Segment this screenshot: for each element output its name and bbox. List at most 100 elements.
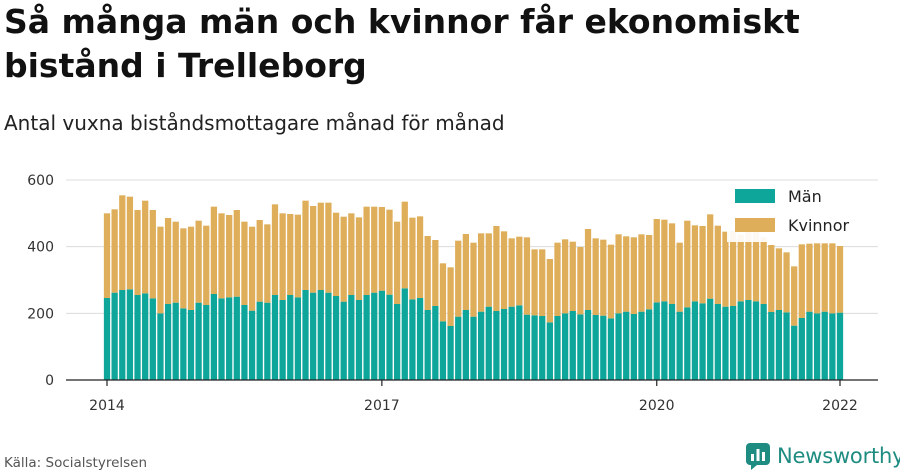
bar-kvinnor (813, 243, 821, 314)
bar-man (119, 290, 126, 380)
bar-kvinnor (218, 213, 225, 299)
bar-man (798, 318, 805, 380)
bar-man (699, 303, 706, 380)
bar-kvinnor (416, 216, 424, 298)
bar-man (783, 312, 790, 380)
bar-kvinnor (187, 226, 195, 310)
bar-man (813, 313, 821, 380)
bar-kvinnor (409, 217, 416, 300)
brand-name: Newsworthy (777, 444, 900, 468)
bar-series (103, 195, 844, 380)
bar-man (294, 297, 302, 380)
bar-man (737, 301, 744, 380)
bar-kvinnor (172, 221, 179, 303)
bar-kvinnor (783, 252, 790, 313)
bar-kvinnor (149, 210, 156, 299)
bar-man (653, 302, 660, 380)
bar-kvinnor (203, 225, 210, 305)
bar-man (684, 307, 691, 380)
bar-man (363, 295, 370, 380)
bar-kvinnor (752, 219, 760, 302)
bar-kvinnor (317, 202, 324, 290)
bar-kvinnor (722, 231, 729, 307)
bar-man (829, 313, 836, 380)
bar-man (462, 310, 469, 380)
y-tick-label: 0 (45, 373, 54, 389)
bar-kvinnor (394, 221, 401, 304)
legend-label: Män (788, 187, 822, 206)
bar-man (691, 301, 699, 380)
bar-kvinnor (600, 239, 607, 316)
bar-man (539, 316, 546, 380)
bar-man (348, 295, 355, 380)
bar-man (317, 290, 324, 380)
bar-man (103, 298, 111, 380)
bar-man (203, 305, 210, 380)
bar-man (332, 296, 340, 380)
bar-kvinnor (355, 217, 363, 300)
bar-man (638, 311, 645, 380)
bar-man (508, 306, 515, 380)
chart-title: Så många män och kvinnor får ekonomiskt … (4, 2, 800, 85)
bar-kvinnor (241, 221, 248, 305)
x-tick-label: 2022 (822, 398, 858, 414)
bar-kvinnor (332, 212, 340, 296)
bar-man (584, 310, 592, 380)
y-tick-label: 600 (27, 173, 54, 189)
bar-kvinnor (455, 240, 462, 317)
bar-kvinnor (516, 236, 523, 306)
bar-man (516, 305, 523, 380)
bar-kvinnor (485, 233, 492, 307)
bar-kvinnor (142, 200, 149, 294)
bar-kvinnor (630, 237, 637, 314)
bar-kvinnor (371, 206, 378, 293)
bar-kvinnor (279, 213, 286, 300)
bar-man (722, 306, 729, 380)
bar-man (210, 294, 218, 380)
bar-kvinnor (119, 195, 126, 290)
bar-kvinnor (707, 214, 714, 299)
bar-man (592, 315, 599, 380)
bar-kvinnor (569, 241, 576, 311)
bar-kvinnor (684, 220, 691, 308)
bar-man (149, 298, 156, 380)
bar-man (836, 312, 844, 380)
bar-kvinnor (691, 225, 699, 302)
bar-kvinnor (714, 225, 721, 304)
bar-kvinnor (462, 234, 469, 310)
brand-logo[interactable]: Newsworthy (745, 441, 900, 471)
bar-kvinnor (829, 243, 836, 314)
bar-kvinnor (760, 237, 767, 304)
bar-man (164, 304, 172, 380)
bar-man (172, 302, 179, 380)
bar-man (760, 304, 767, 380)
bar-kvinnor (523, 237, 531, 315)
bar-kvinnor (546, 259, 553, 323)
bar-kvinnor (661, 219, 668, 302)
bar-man (623, 311, 630, 380)
bar-man (409, 299, 416, 380)
bar-man (310, 292, 317, 380)
bar-man (569, 311, 576, 380)
bar-kvinnor (248, 226, 256, 311)
bar-man (401, 288, 408, 380)
bar-man (546, 322, 553, 380)
bar-man (615, 313, 622, 380)
bar-man (455, 316, 462, 380)
bar-man (187, 310, 195, 380)
legend-label: Kvinnor (788, 216, 849, 235)
bar-kvinnor (623, 236, 630, 312)
bar-man (493, 311, 500, 380)
bar-kvinnor (539, 249, 546, 316)
bar-man (600, 315, 607, 380)
x-tick-label: 2020 (639, 398, 675, 414)
bar-kvinnor (233, 210, 240, 297)
bar-kvinnor (638, 234, 645, 312)
bar-man (325, 292, 332, 380)
bar-man (378, 290, 386, 380)
bar-man (485, 306, 492, 380)
y-tick-label: 400 (27, 240, 54, 256)
bar-man (768, 312, 775, 380)
legend-swatch (735, 218, 775, 232)
bar-man (791, 325, 798, 380)
